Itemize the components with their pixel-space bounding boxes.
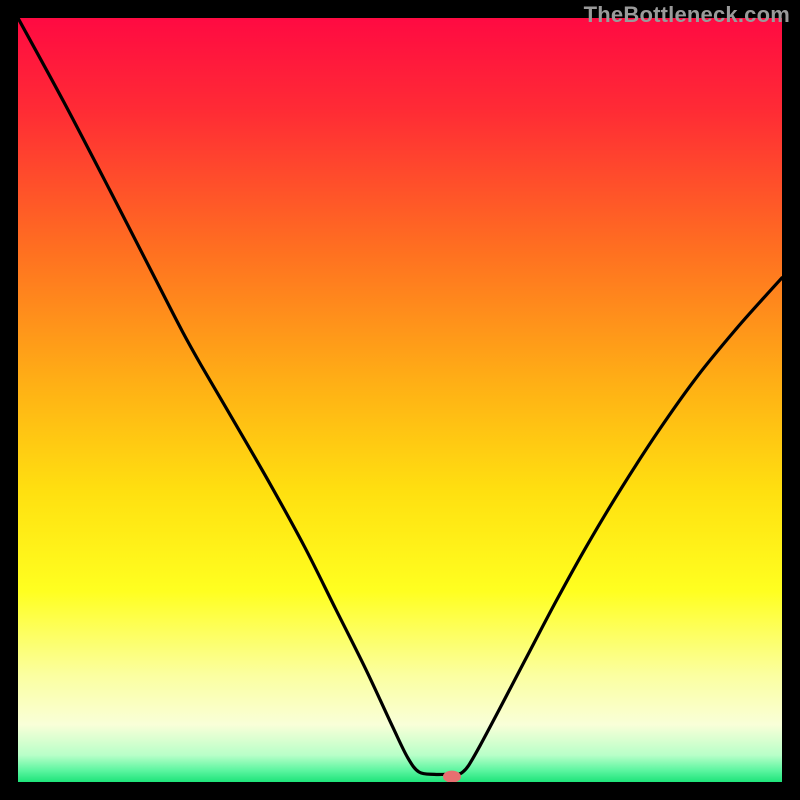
chart-container: TheBottleneck.com	[0, 0, 800, 800]
plot-svg	[18, 18, 782, 782]
gradient-background	[18, 18, 782, 782]
plot-area	[18, 18, 782, 782]
watermark-text: TheBottleneck.com	[584, 2, 790, 28]
